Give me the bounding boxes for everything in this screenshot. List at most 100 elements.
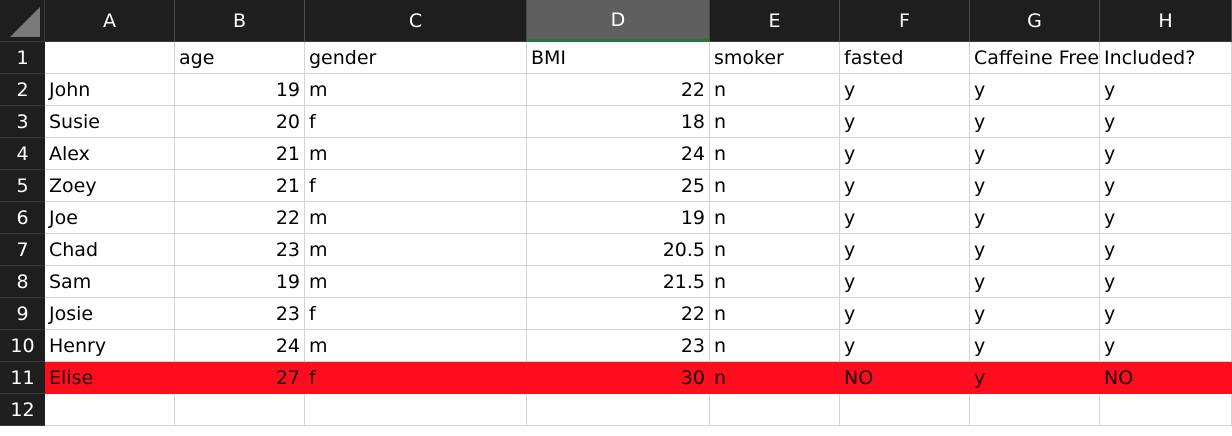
cell-d6[interactable]: 19 <box>527 202 710 234</box>
cell-c8[interactable]: m <box>305 266 527 298</box>
cell-a11[interactable]: Elise <box>45 362 175 394</box>
column-header-d[interactable]: D <box>527 0 710 42</box>
row-header-1[interactable]: 1 <box>0 42 45 74</box>
row-header-8[interactable]: 8 <box>0 266 45 298</box>
cell-e5[interactable]: n <box>710 170 840 202</box>
cell-h6[interactable]: y <box>1100 202 1232 234</box>
cell-c10[interactable]: m <box>305 330 527 362</box>
cell-h12[interactable] <box>1100 394 1232 426</box>
cell-a9[interactable]: Josie <box>45 298 175 330</box>
cell-a2[interactable]: John <box>45 74 175 106</box>
cell-g11[interactable]: y <box>970 362 1100 394</box>
cell-b8[interactable]: 19 <box>175 266 305 298</box>
cell-g9[interactable]: y <box>970 298 1100 330</box>
row-header-11[interactable]: 11 <box>0 362 45 394</box>
cell-e3[interactable]: n <box>710 106 840 138</box>
cell-e6[interactable]: n <box>710 202 840 234</box>
row-header-2[interactable]: 2 <box>0 74 45 106</box>
cell-c3[interactable]: f <box>305 106 527 138</box>
cell-f10[interactable]: y <box>840 330 970 362</box>
cell-a3[interactable]: Susie <box>45 106 175 138</box>
select-all-corner[interactable] <box>0 0 45 42</box>
cell-f7[interactable]: y <box>840 234 970 266</box>
cell-h9[interactable]: y <box>1100 298 1232 330</box>
row-header-3[interactable]: 3 <box>0 106 45 138</box>
cell-b4[interactable]: 21 <box>175 138 305 170</box>
cell-d1[interactable]: BMI <box>527 42 710 74</box>
cell-f2[interactable]: y <box>840 74 970 106</box>
row-header-7[interactable]: 7 <box>0 234 45 266</box>
cell-h7[interactable]: y <box>1100 234 1232 266</box>
cell-b10[interactable]: 24 <box>175 330 305 362</box>
cell-c1[interactable]: gender <box>305 42 527 74</box>
cell-e4[interactable]: n <box>710 138 840 170</box>
cell-g1[interactable]: Caffeine Free <box>970 42 1100 74</box>
cell-h5[interactable]: y <box>1100 170 1232 202</box>
column-header-g[interactable]: G <box>970 0 1100 42</box>
column-header-h[interactable]: H <box>1100 0 1232 42</box>
cell-b11[interactable]: 27 <box>175 362 305 394</box>
cell-f6[interactable]: y <box>840 202 970 234</box>
cell-g3[interactable]: y <box>970 106 1100 138</box>
cell-a10[interactable]: Henry <box>45 330 175 362</box>
cell-f9[interactable]: y <box>840 298 970 330</box>
cell-d11[interactable]: 30 <box>527 362 710 394</box>
cell-d9[interactable]: 22 <box>527 298 710 330</box>
cell-h10[interactable]: y <box>1100 330 1232 362</box>
cell-c5[interactable]: f <box>305 170 527 202</box>
cell-g10[interactable]: y <box>970 330 1100 362</box>
cell-e9[interactable]: n <box>710 298 840 330</box>
cell-a6[interactable]: Joe <box>45 202 175 234</box>
cell-d8[interactable]: 21.5 <box>527 266 710 298</box>
column-header-e[interactable]: E <box>710 0 840 42</box>
row-header-6[interactable]: 6 <box>0 202 45 234</box>
cell-c2[interactable]: m <box>305 74 527 106</box>
cell-b1[interactable]: age <box>175 42 305 74</box>
cell-d4[interactable]: 24 <box>527 138 710 170</box>
cell-a1[interactable] <box>45 42 175 74</box>
cell-h3[interactable]: y <box>1100 106 1232 138</box>
cell-f5[interactable]: y <box>840 170 970 202</box>
cell-f12[interactable] <box>840 394 970 426</box>
row-header-5[interactable]: 5 <box>0 170 45 202</box>
cell-d5[interactable]: 25 <box>527 170 710 202</box>
cell-e2[interactable]: n <box>710 74 840 106</box>
column-header-c[interactable]: C <box>305 0 527 42</box>
column-header-b[interactable]: B <box>175 0 305 42</box>
cell-h11[interactable]: NO <box>1100 362 1232 394</box>
cell-b3[interactable]: 20 <box>175 106 305 138</box>
row-header-12[interactable]: 12 <box>0 394 45 426</box>
cell-b6[interactable]: 22 <box>175 202 305 234</box>
cell-h8[interactable]: y <box>1100 266 1232 298</box>
cell-d3[interactable]: 18 <box>527 106 710 138</box>
cell-f1[interactable]: fasted <box>840 42 970 74</box>
cell-a4[interactable]: Alex <box>45 138 175 170</box>
column-header-a[interactable]: A <box>45 0 175 42</box>
cell-h1[interactable]: Included? <box>1100 42 1232 74</box>
cell-b5[interactable]: 21 <box>175 170 305 202</box>
cell-g7[interactable]: y <box>970 234 1100 266</box>
column-header-f[interactable]: F <box>840 0 970 42</box>
cell-c11[interactable]: f <box>305 362 527 394</box>
cell-b12[interactable] <box>175 394 305 426</box>
cell-f4[interactable]: y <box>840 138 970 170</box>
cell-e7[interactable]: n <box>710 234 840 266</box>
cell-c6[interactable]: m <box>305 202 527 234</box>
cell-g8[interactable]: y <box>970 266 1100 298</box>
cell-d10[interactable]: 23 <box>527 330 710 362</box>
cell-c12[interactable] <box>305 394 527 426</box>
cell-g5[interactable]: y <box>970 170 1100 202</box>
row-header-10[interactable]: 10 <box>0 330 45 362</box>
cell-f11[interactable]: NO <box>840 362 970 394</box>
cell-e12[interactable] <box>710 394 840 426</box>
cell-g2[interactable]: y <box>970 74 1100 106</box>
cell-g12[interactable] <box>970 394 1100 426</box>
cell-g4[interactable]: y <box>970 138 1100 170</box>
cell-g6[interactable]: y <box>970 202 1100 234</box>
cell-d7[interactable]: 20.5 <box>527 234 710 266</box>
cell-b9[interactable]: 23 <box>175 298 305 330</box>
cell-h2[interactable]: y <box>1100 74 1232 106</box>
cell-a5[interactable]: Zoey <box>45 170 175 202</box>
cell-b2[interactable]: 19 <box>175 74 305 106</box>
cell-c9[interactable]: f <box>305 298 527 330</box>
